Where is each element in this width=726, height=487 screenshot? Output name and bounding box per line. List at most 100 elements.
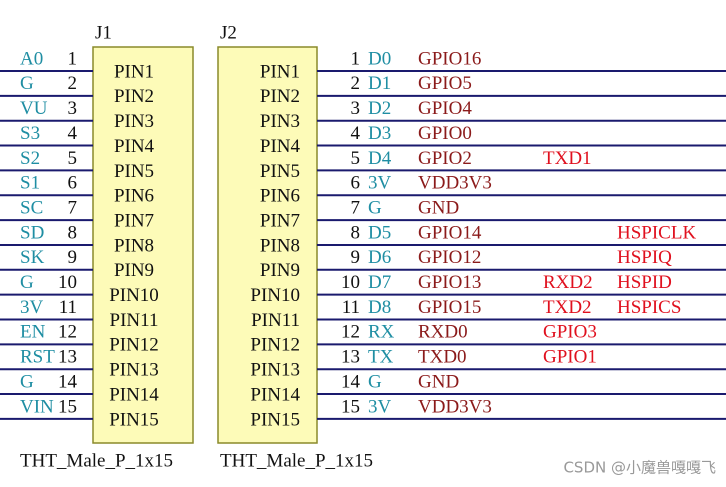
net-label: SC (20, 197, 43, 218)
pin-number: 9 (68, 247, 78, 268)
net-label: D7 (368, 272, 391, 293)
pin-number: 1 (68, 48, 78, 69)
pin-name: PIN11 (110, 310, 159, 331)
net-label: S3 (20, 123, 40, 144)
net-label: G (20, 73, 34, 94)
alt-function: TXD2 (543, 297, 592, 318)
pin-name: PIN2 (260, 86, 300, 107)
pin-number: 6 (351, 173, 361, 194)
pin-number: 11 (59, 297, 77, 318)
pin-name: PIN15 (250, 409, 300, 430)
pin-number: 11 (342, 297, 360, 318)
net-label: TX (368, 347, 394, 368)
j1-body (92, 46, 194, 444)
j2-designator: J2 (220, 22, 237, 43)
net-label: 3V (368, 396, 392, 417)
net-label: 3V (368, 173, 392, 194)
pin-number: 4 (68, 123, 78, 144)
pin-name: PIN9 (260, 260, 300, 281)
net-label: D1 (368, 73, 391, 94)
signal: GPIO14 (418, 222, 482, 243)
pin-name: PIN14 (250, 384, 300, 405)
net-label: RST (20, 347, 55, 368)
pin-number: 10 (341, 272, 360, 293)
pin-name: PIN3 (260, 111, 300, 132)
pin-number: 3 (351, 98, 361, 119)
signal: TXD0 (418, 347, 467, 368)
pin-name: PIN6 (114, 186, 154, 207)
alt-function: HSPICLK (617, 222, 696, 243)
pin-name: PIN7 (260, 210, 300, 231)
net-label: 3V (20, 297, 44, 318)
signal: GPIO5 (418, 73, 472, 94)
pin-number: 15 (58, 396, 77, 417)
pin-number: 9 (351, 247, 361, 268)
signal: GPIO15 (418, 297, 481, 318)
watermark: CSDN @小魔兽嘎嘎飞 (563, 459, 716, 477)
pin-name: PIN12 (109, 335, 159, 356)
net-label: S1 (20, 173, 40, 194)
alt-function: HSPICS (617, 297, 681, 318)
pin-number: 12 (341, 322, 360, 343)
pin-name: PIN2 (114, 86, 154, 107)
pin-name: PIN4 (114, 136, 155, 157)
pin-number: 7 (68, 197, 78, 218)
pin-name: PIN3 (114, 111, 154, 132)
net-label: D2 (368, 98, 391, 119)
pin-number: 8 (351, 222, 361, 243)
net-label: A0 (20, 48, 43, 69)
pin-name: PIN5 (114, 161, 154, 182)
signal: GPIO16 (418, 48, 481, 69)
j2-footprint: THT_Male_P_1x15 (220, 450, 373, 471)
pin-name: PIN10 (109, 285, 159, 306)
net-label: G (20, 371, 34, 392)
signal: GPIO0 (418, 123, 472, 144)
net-label: SK (20, 247, 45, 268)
net-label: S2 (20, 148, 40, 169)
net-label: D3 (368, 123, 391, 144)
net-label: VIN (20, 396, 54, 417)
net-label: D4 (368, 148, 392, 169)
net-label: G (20, 272, 34, 293)
pin-number: 15 (341, 396, 360, 417)
pin-name: PIN12 (250, 335, 300, 356)
pin-number: 10 (58, 272, 77, 293)
signal: GPIO2 (418, 148, 472, 169)
pin-number: 13 (58, 347, 77, 368)
signal: GND (418, 371, 459, 392)
signal: GPIO12 (418, 247, 481, 268)
pin-name: PIN8 (114, 235, 154, 256)
net-label: VU (20, 98, 48, 119)
net-label: D0 (368, 48, 391, 69)
pin-name: PIN9 (114, 260, 154, 281)
pin-number: 14 (58, 371, 78, 392)
net-label: SD (20, 222, 44, 243)
alt-function: GPIO1 (543, 347, 597, 368)
net-label: RX (368, 322, 395, 343)
pin-number: 7 (351, 197, 361, 218)
signal: GND (418, 197, 459, 218)
pin-number: 2 (68, 73, 78, 94)
signal: GPIO4 (418, 98, 472, 119)
pin-name: PIN5 (260, 161, 300, 182)
net-label: D6 (368, 247, 391, 268)
alt-function: GPIO3 (543, 322, 597, 343)
pin-name: PIN1 (114, 61, 154, 82)
pin-name: PIN15 (109, 409, 159, 430)
j1-footprint: THT_Male_P_1x15 (20, 450, 173, 471)
pin-number: 8 (68, 222, 78, 243)
j2-body (217, 46, 318, 444)
pin-name: PIN4 (260, 136, 301, 157)
pin-name: PIN10 (250, 285, 300, 306)
pin-number: 14 (341, 371, 361, 392)
pin-number: 1 (351, 48, 361, 69)
pin-number: 5 (351, 148, 361, 169)
pin-number: 6 (68, 173, 78, 194)
pin-number: 3 (68, 98, 78, 119)
alt-function: HSPID (617, 272, 672, 293)
alt-function: TXD1 (543, 148, 592, 169)
pin-number: 13 (341, 347, 360, 368)
pin-name: PIN14 (109, 384, 159, 405)
pin-name: PIN8 (260, 235, 300, 256)
